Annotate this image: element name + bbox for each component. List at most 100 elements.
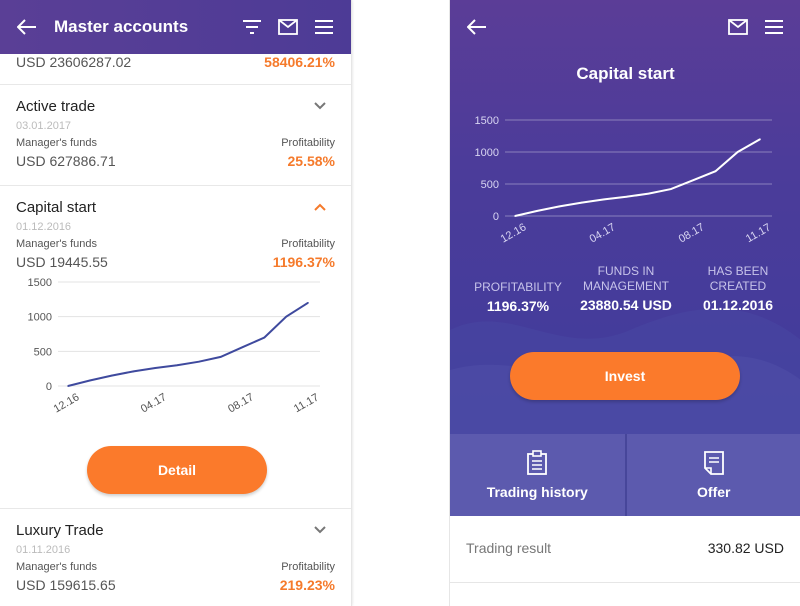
arrow-left-icon (467, 19, 486, 35)
data-point (154, 367, 157, 369)
data-point (670, 188, 672, 190)
stat-value: 01.12.2016 (702, 297, 774, 313)
profit-value: 219.23% (279, 577, 335, 593)
account-date: 01.11.2016 (16, 544, 71, 556)
data-point (714, 170, 717, 172)
data-point (536, 210, 539, 212)
data-point (198, 360, 200, 363)
x-tick-label: 11.17 (744, 222, 773, 246)
data-point (625, 196, 628, 198)
account-name: Active trade (16, 98, 96, 115)
funds-label: Manager's funds (16, 561, 97, 573)
account-date: 01.12.2016 (16, 221, 72, 233)
trading-result-row: Trading result 330.82 USD (466, 540, 784, 556)
arrow-left-icon (17, 19, 36, 35)
x-tick-label: 12.16 (52, 391, 82, 415)
data-point (241, 346, 244, 348)
profit-label: Profitability (281, 137, 335, 149)
menu-button[interactable] (311, 14, 337, 40)
stat-value: 1196.37% (486, 298, 550, 314)
offer-tile[interactable]: Offer (624, 434, 800, 516)
x-tick-label: 04.17 (139, 391, 169, 415)
stat-value: 23880.54 USD (580, 297, 672, 313)
action-tiles: Trading history Offer (450, 434, 800, 516)
data-point (132, 370, 135, 373)
funds-value: USD 23606287.02 (16, 54, 132, 70)
hamburger-icon (765, 20, 783, 34)
list-item[interactable]: USD 23606287.02 58406.21% (0, 54, 351, 85)
data-point (692, 179, 694, 181)
chevron-down-icon[interactable] (313, 101, 327, 111)
invest-button[interactable]: Invest (510, 352, 740, 400)
trading-result-label: Trading result (466, 540, 552, 556)
profit-label: Profitability (281, 238, 335, 250)
page-title: Master accounts (54, 17, 189, 36)
stat-label: HAS BEEN (707, 264, 769, 278)
profit-chart: 0 500 1000 1500 12.16 04.17 08.17 11.17 (475, 115, 774, 246)
funds-value: USD 159615.65 (16, 577, 116, 593)
y-tick-label: 0 (493, 211, 499, 223)
data-point (736, 151, 739, 153)
trading-history-tile[interactable]: Trading history (450, 434, 625, 516)
data-point (285, 315, 287, 318)
series-line (514, 138, 761, 217)
master-accounts-screen: Master accounts USD 23606287.02 58406.21… (0, 0, 352, 606)
data-point (581, 201, 583, 204)
clipboard-icon (527, 450, 548, 475)
mail-button[interactable] (725, 14, 751, 40)
y-tick-label: 500 (481, 179, 499, 191)
data-point (176, 364, 178, 366)
data-point (67, 385, 69, 387)
data-point (514, 215, 516, 217)
mail-button[interactable] (275, 14, 301, 40)
trading-result-value: 330.82 USD (707, 540, 784, 556)
stat-created: HAS BEEN CREATED 01.12.2016 (686, 264, 790, 313)
profit-label: Profitability (281, 561, 335, 573)
y-tick-label: 0 (46, 381, 52, 393)
account-item-luxury-trade[interactable]: Luxury Trade 01.11.2016 Manager's funds … (0, 509, 351, 606)
detail-button[interactable]: Detail (87, 446, 267, 494)
x-tick-label: 12.16 (499, 221, 529, 245)
funds-label: Manager's funds (16, 238, 97, 250)
y-tick-label: 500 (34, 346, 52, 358)
chevron-up-icon[interactable] (313, 202, 327, 212)
chevron-down-icon[interactable] (313, 525, 327, 535)
stat-label: FUNDS IN (597, 264, 655, 278)
x-tick-label: 08.17 (226, 391, 256, 415)
account-item-active-trade[interactable]: Active trade 03.01.2017 Manager's funds … (0, 85, 351, 186)
y-tick-label: 1500 (475, 115, 499, 127)
profit-chart: 0 500 1000 1500 12.16 04.17 08.17 11.17 (28, 278, 322, 415)
data-point (759, 138, 761, 140)
funds-value: USD 19445.55 (16, 254, 108, 270)
y-tick-label: 1500 (28, 278, 52, 289)
hamburger-icon (315, 20, 333, 34)
y-tick-label: 1000 (475, 147, 499, 159)
account-name: Capital start (16, 199, 97, 216)
stat-label: MANAGEMENT (582, 279, 669, 293)
x-tick-label: 04.17 (588, 221, 618, 245)
y-tick-label: 1000 (28, 312, 52, 324)
account-detail-screen: Capital start 0 500 1000 1500 12.16 04.17 08.1… (449, 0, 800, 606)
app-header: Master accounts (0, 0, 351, 54)
funds-label: Manager's funds (16, 137, 97, 149)
back-button[interactable] (14, 14, 40, 40)
profit-value: 1196.37% (272, 254, 335, 270)
account-title: Capital start (576, 64, 675, 83)
back-button[interactable] (464, 14, 490, 40)
mail-icon (728, 19, 748, 35)
detail-header (450, 0, 800, 54)
account-date: 03.01.2017 (16, 120, 72, 132)
series-line (67, 301, 309, 387)
account-item-capital-start[interactable]: Capital start 01.12.2016 Manager's funds… (0, 186, 351, 509)
data-point (307, 302, 309, 304)
stat-label: CREATED (709, 279, 767, 293)
data-point (558, 205, 561, 208)
detail-hero: Capital start 0 500 1000 1500 12.16 04.17 08.1… (450, 0, 800, 434)
menu-button[interactable] (761, 14, 787, 40)
filter-button[interactable] (239, 14, 265, 40)
data-point (647, 192, 650, 195)
x-tick-label: 08.17 (677, 221, 707, 245)
tile-label: Offer (697, 484, 731, 500)
account-name: Luxury Trade (16, 522, 104, 539)
stat-profitability: PROFITABILITY 1196.37% (468, 280, 568, 314)
